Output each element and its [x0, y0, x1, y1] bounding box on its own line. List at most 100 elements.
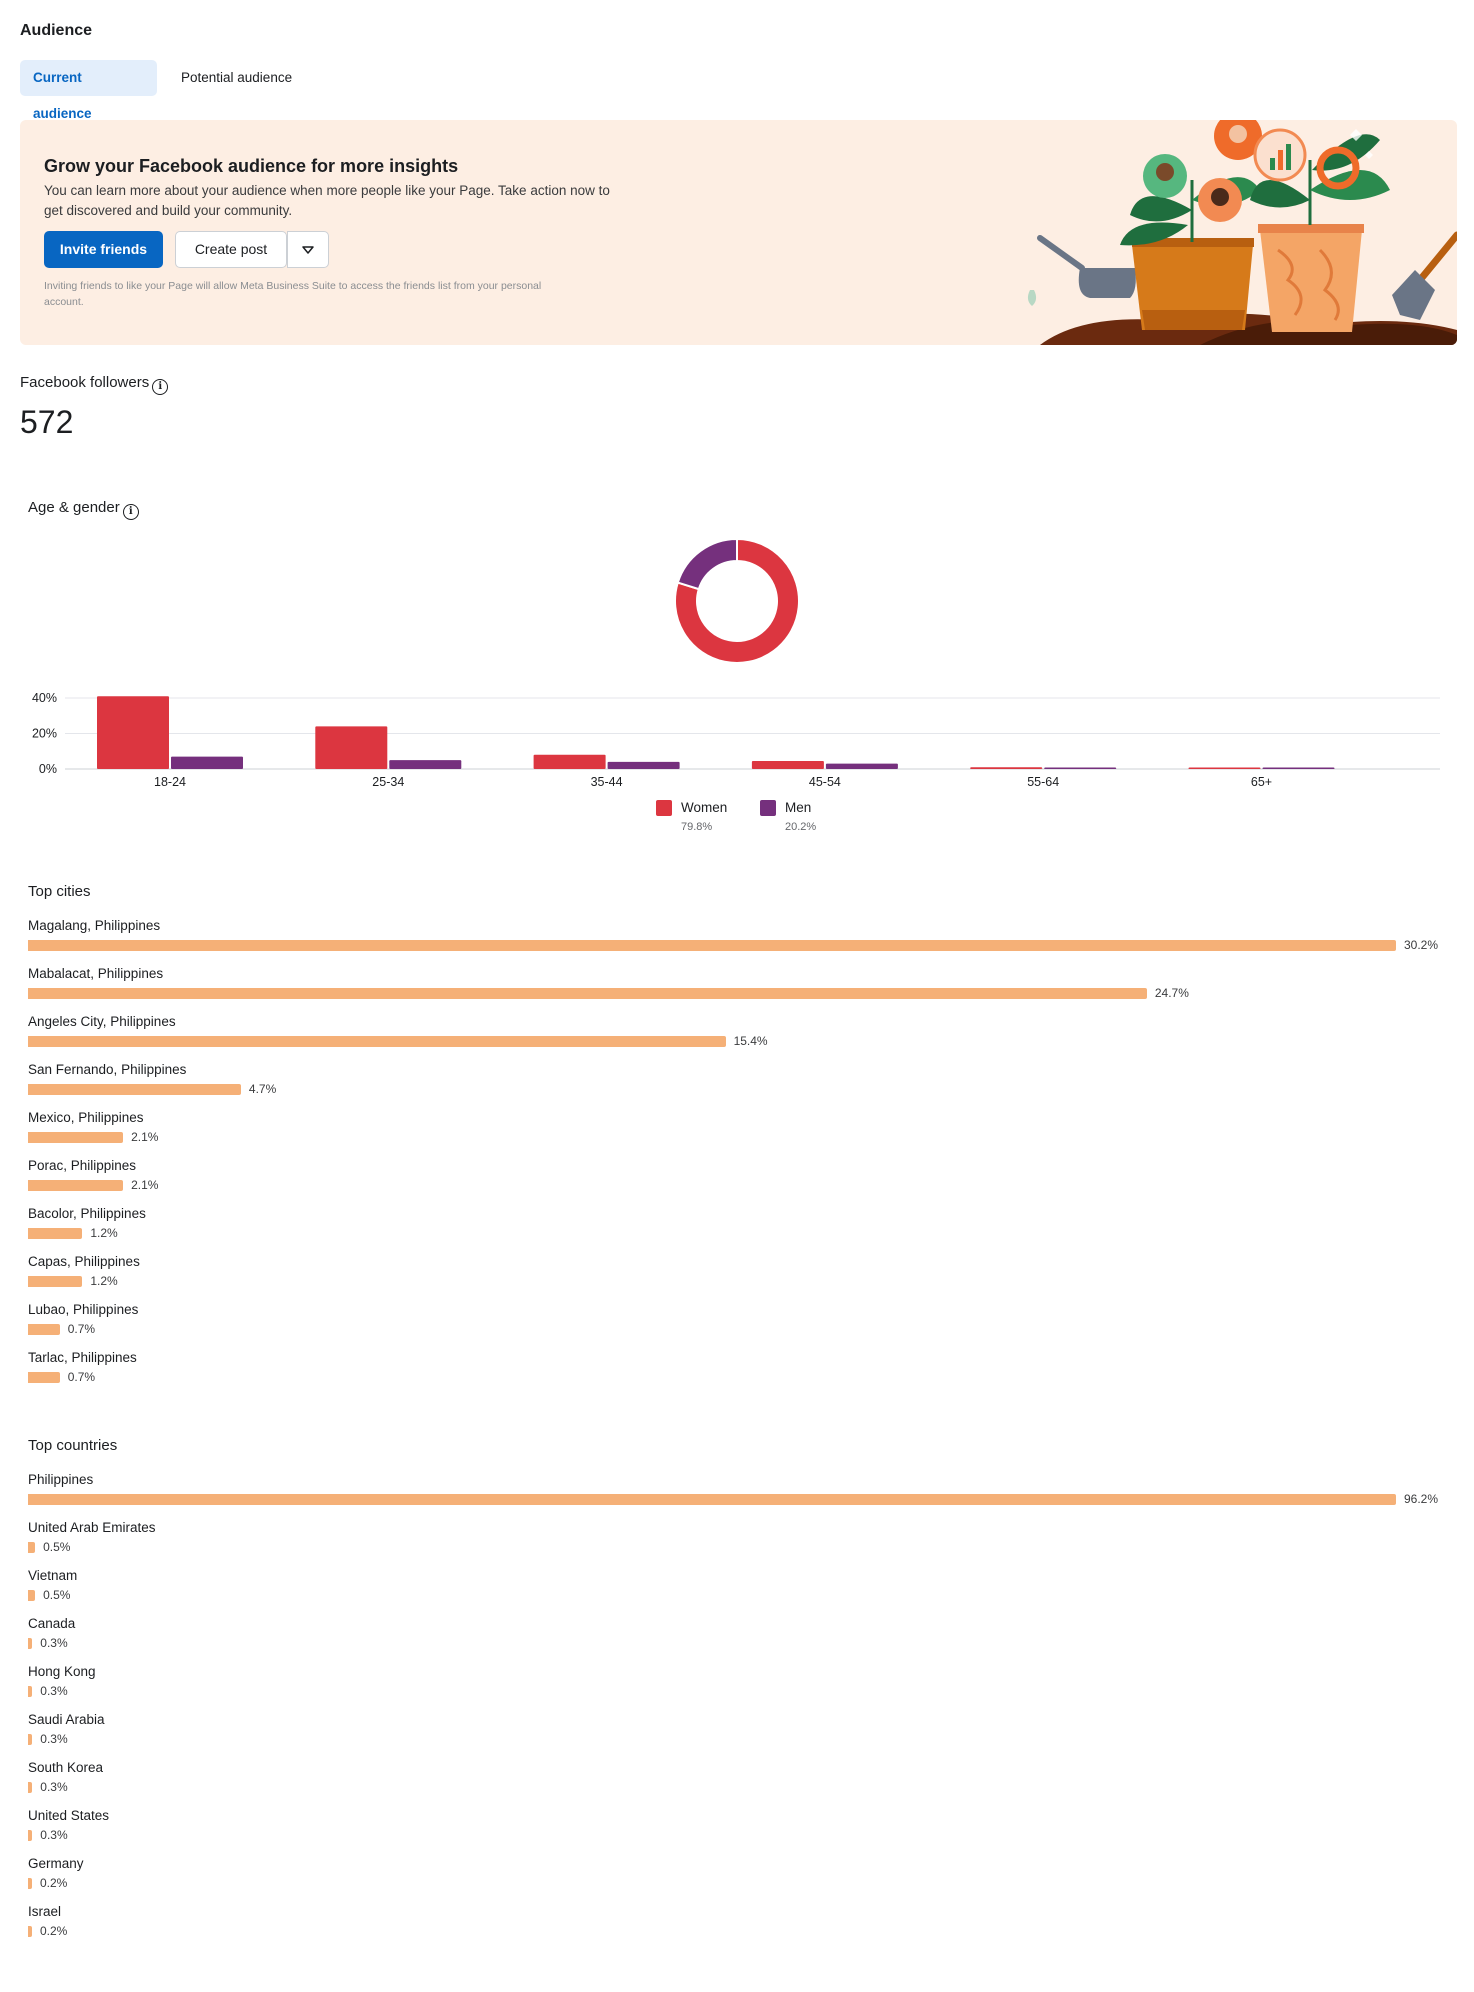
- followers-label-text: Facebook followers: [20, 374, 150, 391]
- country-bar: [28, 1590, 36, 1601]
- top-countries-title: Top countries: [28, 1437, 118, 1454]
- city-value: 1.2%: [90, 1274, 118, 1288]
- bar-men-45-54: [825, 763, 898, 769]
- city-bar: [28, 940, 1396, 951]
- country-bar: [28, 1638, 33, 1649]
- country-bar: [28, 1878, 32, 1889]
- country-value: 0.3%: [40, 1780, 68, 1794]
- country-bar: [28, 1782, 33, 1793]
- bar-women-35-44: [533, 754, 606, 769]
- y-tick-label: 0%: [39, 762, 57, 776]
- chevron-down-icon: [302, 246, 314, 254]
- country-value: 0.5%: [43, 1588, 71, 1602]
- city-value: 30.2%: [1404, 938, 1439, 952]
- legend-label-women: Women: [681, 800, 728, 815]
- city-bar: [28, 1372, 60, 1383]
- bar-men-35-44: [607, 761, 680, 769]
- banner-note-line: account.: [44, 296, 84, 308]
- bar-men-55-64: [1044, 767, 1117, 769]
- city-value: 15.4%: [733, 1034, 768, 1048]
- country-value: 0.5%: [43, 1540, 71, 1554]
- country-value: 0.3%: [40, 1828, 68, 1842]
- create-post-button[interactable]: Create post: [175, 231, 287, 268]
- city-value: 4.7%: [248, 1082, 277, 1096]
- donut-slice-women: [674, 537, 800, 664]
- bar-men-18-24: [171, 756, 243, 769]
- legend-pct-men: 20.2%: [785, 821, 817, 833]
- city-bar: [28, 1180, 124, 1191]
- country-label: United Arab Emirates: [28, 1520, 156, 1535]
- country-value: 0.3%: [40, 1684, 68, 1698]
- banner-title: Grow your Facebook audience for more ins…: [44, 156, 459, 176]
- x-tick-label: 65+: [1251, 775, 1272, 789]
- age-gender-title: Age & gender i: [28, 499, 139, 520]
- country-label: South Korea: [28, 1760, 104, 1775]
- city-label: Porac, Philippines: [28, 1158, 137, 1173]
- x-tick-label: 25-34: [372, 775, 404, 789]
- city-label: Mabalacat, Philippines: [28, 966, 164, 981]
- country-value: 0.2%: [40, 1876, 68, 1890]
- create-post-dropdown-button[interactable]: [287, 231, 329, 268]
- bar-men-25-34: [389, 760, 462, 769]
- donut-slice-men: [676, 537, 738, 591]
- country-value: 0.3%: [40, 1732, 68, 1746]
- followers-label: Facebook followers i: [20, 374, 169, 395]
- country-label: Vietnam: [28, 1568, 78, 1583]
- city-label: Capas, Philippines: [28, 1254, 140, 1269]
- page-title: Audience: [20, 22, 93, 39]
- country-bar: [28, 1542, 36, 1553]
- city-value: 0.7%: [67, 1322, 96, 1336]
- city-label: Lubao, Philippines: [28, 1302, 139, 1317]
- followers-count: 572: [20, 404, 74, 440]
- country-label: Philippines: [28, 1472, 94, 1487]
- tab-current-audience[interactable]: Current audience: [20, 60, 157, 121]
- banner-description: You can learn more about your audience w…: [44, 181, 644, 221]
- country-value: 96.2%: [1404, 1492, 1439, 1506]
- invite-friends-button[interactable]: Invite friends: [44, 231, 163, 268]
- country-label: Germany: [28, 1856, 84, 1871]
- city-bar: [28, 1228, 83, 1239]
- grow-audience-banner: Grow your Facebook audience for more ins…: [20, 120, 1457, 345]
- city-bar: [28, 1132, 124, 1143]
- country-label: Canada: [28, 1616, 76, 1631]
- age-gender-title-text: Age & gender: [28, 499, 120, 516]
- x-tick-label: 35-44: [591, 775, 623, 789]
- bar-women-55-64: [970, 767, 1043, 769]
- country-bar: [28, 1830, 33, 1841]
- country-bar: [28, 1734, 33, 1745]
- city-bar: [28, 1324, 60, 1335]
- country-label: Saudi Arabia: [28, 1712, 105, 1727]
- country-value: 0.2%: [40, 1924, 68, 1938]
- city-label: Magalang, Philippines: [28, 918, 161, 933]
- country-value: 0.3%: [40, 1636, 68, 1650]
- city-bar: [28, 1084, 241, 1095]
- top-countries-list: Philippines 96.2% United Arab Emirates 0.5%…: [28, 1472, 1448, 1952]
- country-label: Israel: [28, 1904, 62, 1919]
- city-label: Bacolor, Philippines: [28, 1206, 146, 1221]
- top-cities-list: Magalang, Philippines 30.2% Mabalacat, Phi…: [28, 918, 1448, 1398]
- info-icon[interactable]: i: [152, 379, 169, 395]
- city-label: Tarlac, Philippines: [28, 1350, 137, 1365]
- banner-note-line: Inviting friends to like your Page will …: [44, 280, 542, 292]
- bar-women-45-54: [751, 761, 824, 769]
- country-label: United States: [28, 1808, 110, 1823]
- city-value: 1.2%: [90, 1226, 118, 1240]
- city-value: 0.7%: [67, 1370, 96, 1384]
- city-value: 2.1%: [131, 1130, 159, 1144]
- age-gender-chart: 40% 20% 0% 18-24 25-34 35-44 45-54 55-64 65+: [32, 537, 1440, 789]
- country-bar: [28, 1686, 33, 1697]
- bar-women-25-34: [315, 726, 388, 769]
- tab-potential-audience[interactable]: Potential audience: [181, 70, 293, 85]
- bar-men-65+: [1262, 767, 1335, 769]
- city-label: San Fernando, Philippines: [28, 1062, 187, 1077]
- bar-women-65+: [1188, 767, 1261, 769]
- banner-description-line: You can learn more about your audience w…: [44, 183, 610, 198]
- city-label: Angeles City, Philippines: [28, 1014, 176, 1029]
- y-tick-label: 20%: [32, 727, 57, 741]
- bar-women-18-24: [97, 696, 169, 769]
- country-label: Hong Kong: [28, 1664, 96, 1679]
- country-bar: [28, 1926, 32, 1937]
- info-icon[interactable]: i: [122, 504, 139, 520]
- plants-illustration: [1027, 120, 1457, 345]
- banner-description-line: get discovered and build your community.: [44, 203, 293, 218]
